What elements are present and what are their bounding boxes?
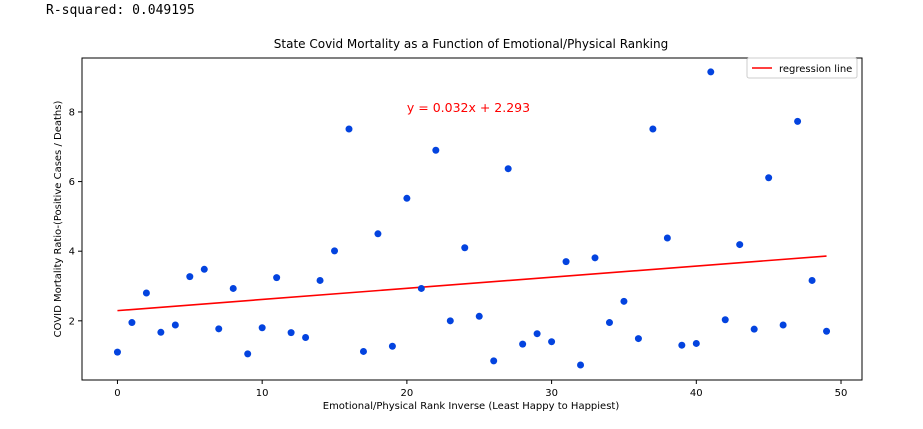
data-point (200, 265, 208, 273)
y-tick-label: 2 (69, 316, 75, 327)
data-point (229, 284, 237, 292)
regression-line-group (117, 255, 827, 312)
x-tick-label: 50 (835, 388, 848, 399)
regression-equation: y = 0.032x + 2.293 (407, 100, 530, 115)
x-tick-label: 30 (545, 388, 558, 399)
data-point (128, 319, 136, 327)
legend-entry-regression-line: regression line (779, 64, 852, 75)
data-point (548, 338, 556, 346)
legend-box (746, 57, 858, 79)
data-point (475, 312, 483, 320)
data-point (562, 258, 570, 266)
data-point (765, 174, 773, 182)
data-point (302, 334, 310, 342)
plot-frame (81, 57, 863, 381)
data-point (678, 341, 686, 349)
data-point (345, 125, 353, 133)
legend: regression line (746, 57, 858, 79)
data-point (794, 117, 802, 125)
x-axis: 0 10 20 30 40 50 (114, 380, 847, 399)
x-tick-label: 20 (401, 388, 414, 399)
data-point (721, 316, 729, 324)
y-axis: 2 4 6 8 (69, 107, 82, 327)
y-tick-label: 4 (69, 247, 75, 258)
data-point (779, 321, 787, 329)
data-point (736, 241, 744, 249)
y-axis-label: COVID Mortality Ratio-(Positive Cases / … (53, 101, 64, 338)
data-point (359, 347, 367, 355)
data-point (750, 325, 758, 333)
data-point (142, 289, 150, 297)
data-point (591, 254, 599, 262)
data-point (403, 194, 411, 202)
data-point (490, 357, 498, 365)
data-point (186, 273, 194, 281)
data-point (287, 329, 295, 337)
data-point (663, 234, 671, 242)
data-points (113, 68, 831, 369)
data-point (533, 330, 541, 338)
data-point (258, 324, 266, 332)
data-point (461, 244, 469, 252)
data-point (634, 335, 642, 343)
data-point (388, 342, 396, 350)
data-point (157, 328, 165, 336)
x-axis-label: Emotional/Physical Rank Inverse (Least H… (323, 401, 620, 412)
data-point (707, 68, 715, 76)
data-point (620, 297, 628, 305)
data-point (823, 327, 831, 335)
data-point (504, 165, 512, 173)
r-squared-output: R-squared: 0.049195 (46, 3, 195, 18)
data-point (374, 230, 382, 238)
y-tick-label: 6 (69, 177, 75, 188)
data-point (446, 317, 454, 325)
data-point (605, 319, 613, 327)
data-point (316, 276, 324, 284)
regression-line (117, 255, 827, 312)
chart-title: State Covid Mortality as a Function of E… (274, 37, 668, 51)
data-point (273, 274, 281, 282)
data-point (215, 325, 223, 333)
data-point (113, 348, 121, 356)
x-tick-label: 10 (256, 388, 269, 399)
data-point (244, 350, 252, 358)
data-point (692, 339, 700, 347)
x-tick-label: 40 (690, 388, 703, 399)
data-point (649, 125, 657, 133)
data-point (519, 340, 527, 348)
x-tick-label: 0 (114, 388, 120, 399)
data-point (808, 276, 816, 284)
data-point (432, 146, 440, 154)
data-point (331, 247, 339, 255)
data-point (417, 284, 425, 292)
data-point (577, 361, 585, 369)
data-point (171, 321, 179, 329)
y-tick-label: 8 (69, 107, 75, 118)
